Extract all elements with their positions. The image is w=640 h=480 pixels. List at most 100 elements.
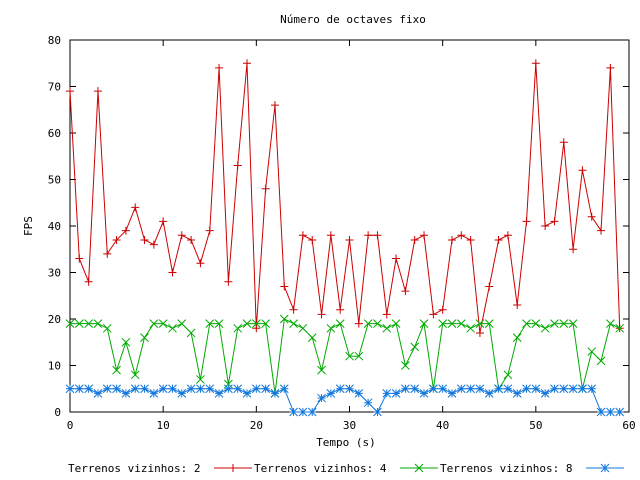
data-point <box>130 370 140 380</box>
data-point <box>205 384 215 394</box>
data-point <box>205 319 215 329</box>
data-point <box>401 287 410 296</box>
data-point <box>438 305 447 314</box>
data-point <box>550 217 559 226</box>
data-point <box>429 310 438 319</box>
data-point <box>298 231 307 240</box>
data-point <box>513 301 522 310</box>
data-point <box>587 212 596 221</box>
y-tick-label: 30 <box>48 267 61 280</box>
data-point <box>74 384 84 394</box>
data-point <box>615 323 625 333</box>
data-point <box>93 319 103 329</box>
data-point <box>503 370 513 380</box>
data-point <box>103 249 112 258</box>
y-tick-label: 40 <box>48 220 61 233</box>
series-layer <box>65 59 625 417</box>
data-point <box>186 384 196 394</box>
data-point <box>102 384 112 394</box>
data-point <box>568 384 578 394</box>
data-point <box>597 226 606 235</box>
data-point <box>168 268 177 277</box>
data-point <box>345 384 354 394</box>
data-point <box>149 240 158 249</box>
y-tick-label: 10 <box>48 360 61 373</box>
data-point <box>214 319 224 329</box>
data-point <box>522 384 531 394</box>
legend: Terrenos vizinhos: 2 Terrenos vizinhos: 4… <box>68 462 624 475</box>
data-point <box>121 389 131 398</box>
data-point <box>606 407 615 417</box>
data-point <box>84 277 93 286</box>
y-tick-label: 50 <box>48 174 61 187</box>
data-point <box>503 231 512 240</box>
data-point <box>354 319 363 328</box>
data-point <box>270 101 279 110</box>
data-point <box>205 226 214 235</box>
data-point <box>298 323 308 333</box>
data-point <box>540 323 550 333</box>
data-point <box>391 319 401 329</box>
data-point <box>102 323 112 333</box>
data-point <box>466 323 475 333</box>
axis-ticks: 0 10 20 30 40 50 60 70 80 0 10 20 30 40 50 60 <box>48 34 636 432</box>
data-point <box>503 384 513 394</box>
x-tick-label: 60 <box>622 419 635 432</box>
data-point <box>93 389 103 398</box>
data-point <box>485 282 494 291</box>
legend-marker <box>229 464 237 472</box>
data-point <box>419 389 429 398</box>
legend-label: Terrenos vizinhos: 2 <box>68 462 200 475</box>
data-point <box>317 365 326 375</box>
legend-label: Terrenos vizinhos: 8 <box>440 462 572 475</box>
data-point <box>382 310 391 319</box>
data-point <box>112 384 121 394</box>
data-point <box>373 319 382 329</box>
data-point <box>512 389 522 398</box>
data-point <box>456 384 466 394</box>
data-point <box>251 319 261 329</box>
data-point <box>410 384 420 394</box>
y-axis-label: FPS <box>22 216 35 236</box>
data-point <box>242 319 252 329</box>
data-point <box>289 319 298 329</box>
data-point <box>261 319 271 329</box>
data-point <box>65 384 75 394</box>
data-point <box>140 235 149 244</box>
data-point <box>307 407 317 417</box>
chart-title: Número de octaves fixo <box>280 13 426 26</box>
data-point <box>112 235 121 244</box>
series-line <box>70 318 620 394</box>
data-point <box>233 323 243 333</box>
data-point <box>65 319 75 329</box>
data-point <box>308 235 317 244</box>
data-point <box>252 324 261 333</box>
data-point <box>484 319 494 329</box>
data-point <box>149 319 159 329</box>
data-point <box>447 319 457 329</box>
x-tick-label: 0 <box>67 419 74 432</box>
data-point <box>382 389 392 398</box>
data-point <box>578 384 587 394</box>
y-tick-label: 60 <box>48 127 61 140</box>
data-point <box>522 319 531 329</box>
data-point <box>531 384 541 394</box>
data-point <box>242 389 252 398</box>
x-tick-label: 30 <box>343 419 356 432</box>
data-point <box>177 231 186 240</box>
data-point <box>428 384 438 394</box>
data-point <box>531 59 540 68</box>
data-point <box>215 63 224 72</box>
x-axis-label: Tempo (s) <box>316 436 376 449</box>
data-point <box>606 63 615 72</box>
data-point <box>475 328 484 337</box>
data-point <box>438 319 448 329</box>
data-point <box>345 351 354 361</box>
data-point <box>382 323 392 333</box>
data-point <box>466 235 475 244</box>
data-point <box>447 389 457 398</box>
data-point <box>475 319 485 329</box>
data-point <box>363 319 373 329</box>
data-point <box>363 398 373 408</box>
